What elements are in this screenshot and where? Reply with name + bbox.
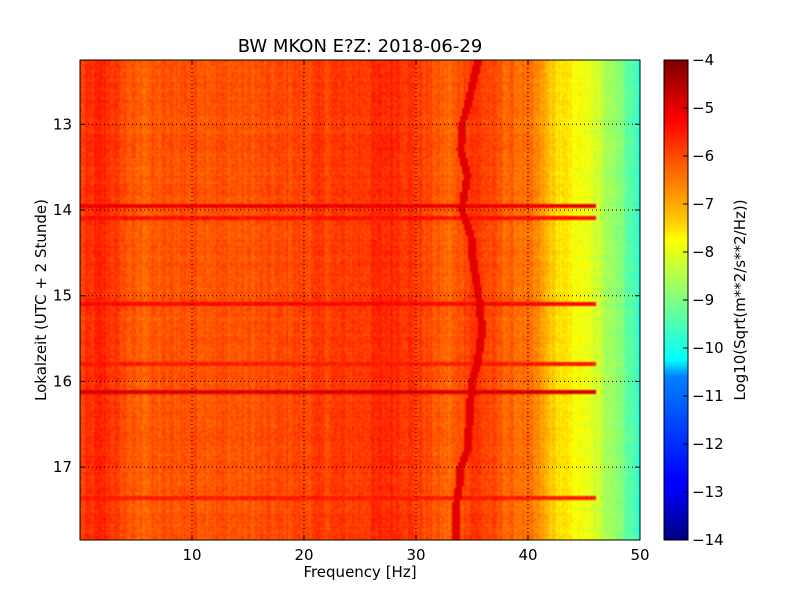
colorbar-ticks: −4 −5 −6 −7 −8 −9 −10 −11 −12 −13 −14 (683, 51, 724, 549)
colorbar-tick-label: −4 (692, 51, 714, 69)
y-tick-label: 13 (53, 115, 72, 133)
x-axis: 10 20 30 40 50 (182, 60, 650, 564)
colorbar-tick-label: −13 (692, 483, 724, 501)
colorbar-tick-label: −10 (692, 339, 724, 357)
y-tick-label: 14 (53, 201, 72, 219)
y-tick-label: 16 (53, 372, 72, 390)
x-axis-label: Frequency [Hz] (303, 563, 416, 581)
y-tick-label: 17 (53, 458, 72, 476)
y-axis: 13 14 15 16 17 (53, 115, 640, 476)
chart-title: BW MKON E?Z: 2018-06-29 (238, 36, 483, 57)
colorbar-tick-label: −11 (692, 387, 724, 405)
colorbar-tick-label: −7 (692, 195, 714, 213)
colorbar-tick-label: −14 (692, 531, 724, 549)
plot-area: 10 20 30 40 50 13 14 15 16 17 (53, 59, 650, 564)
x-tick-label: 20 (294, 546, 313, 564)
colorbar-tick-label: −9 (692, 291, 714, 309)
x-tick-label: 10 (182, 546, 201, 564)
grid-lines (80, 60, 640, 540)
spectrogram-heatmap (80, 60, 640, 540)
colorbar-tick-label: −12 (692, 435, 724, 453)
colorbar-tick-label: −5 (692, 99, 714, 117)
x-tick-label: 40 (518, 546, 537, 564)
x-tick-label: 30 (406, 546, 425, 564)
colorbar-tick-label: −6 (692, 147, 714, 165)
y-tick-label: 15 (53, 287, 72, 305)
plot-frame (79, 59, 641, 541)
x-tick-label: 50 (630, 546, 649, 564)
y-axis-label: Lokalzeit (UTC + 2 Stunde) (32, 199, 50, 401)
colorbar: −4 −5 −6 −7 −8 −9 −10 −11 −12 −13 −14 (663, 51, 724, 549)
colorbar-label: Log10(Sqrt(m**2/s**2/Hz)) (731, 199, 749, 400)
colorbar-tick-label: −8 (692, 243, 714, 261)
